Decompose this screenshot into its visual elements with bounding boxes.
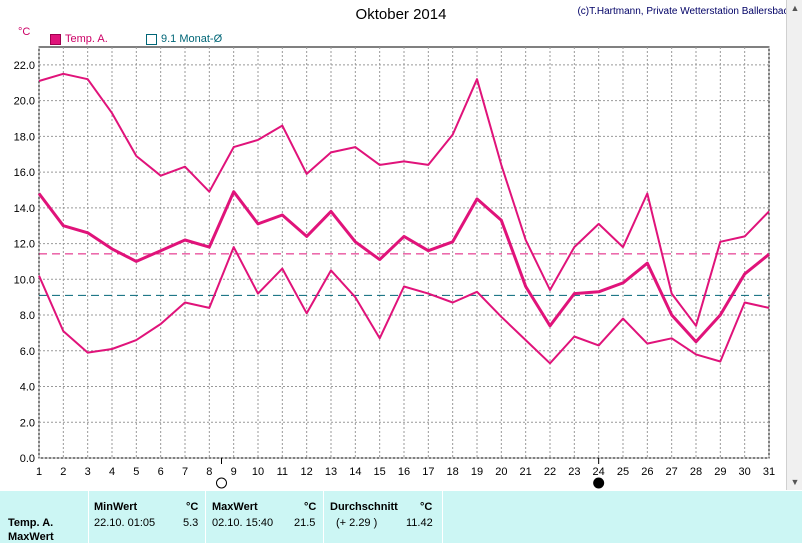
x-tick-label: 29 [714, 466, 726, 478]
y-axis-unit: °C [18, 26, 31, 38]
max-value: 21.5 [294, 517, 316, 529]
x-tick-label: 18 [447, 466, 459, 478]
x-tick-label: 13 [325, 466, 337, 478]
x-tick-label: 17 [422, 466, 434, 478]
min-unit: °C [186, 501, 199, 513]
x-tick-label: 25 [617, 466, 629, 478]
min-header: MinWert [94, 501, 138, 513]
series-line-avg [37, 190, 770, 344]
avg-unit: °C [420, 501, 433, 513]
scroll-up-icon[interactable]: ▲ [790, 3, 800, 13]
reference-lines [39, 253, 769, 296]
grid [38, 47, 770, 459]
series-line-max [38, 72, 770, 327]
y-tick-label: 0.0 [20, 453, 35, 465]
y-tick-label: 18.0 [14, 131, 35, 143]
series-line-min [38, 246, 770, 365]
y-tick-label: 10.0 [14, 274, 35, 286]
x-tick-label: 4 [109, 466, 115, 478]
legend-swatch-month-avg [146, 33, 157, 45]
avg-diff: (+ 2.29 ) [336, 517, 378, 529]
x-tick-label: 20 [495, 466, 507, 478]
legend-label-temp: Temp. A. [65, 33, 108, 45]
x-tick-label: 6 [158, 466, 164, 478]
row-label-maxwert: MaxWert [8, 531, 54, 543]
y-tick-label: 6.0 [20, 346, 35, 358]
x-tick-labels: 1 2 3 4 5 6 7 8 9 10 11 12 13 14 15 16 17 18 19 20 21 22 23 24 2… [36, 466, 775, 478]
x-tick-label: 30 [739, 466, 751, 478]
x-tick-label: 15 [374, 466, 386, 478]
chart-title: Oktober 2014 [355, 6, 447, 23]
x-tick-label: 28 [690, 466, 702, 478]
row-label-temp: Temp. A. [8, 517, 54, 529]
legend-entry-month-avg[interactable]: 9.1 Monat-Ø [146, 33, 222, 45]
scroll-down-icon[interactable]: ▼ [790, 477, 800, 487]
new-moon-icon [593, 477, 605, 489]
x-tick-label: 22 [544, 466, 556, 478]
x-tick-label: 21 [520, 466, 532, 478]
x-tick-label: 7 [182, 466, 188, 478]
legend-swatch-temp [50, 33, 61, 45]
x-tick-label: 19 [471, 466, 483, 478]
min-value: 5.3 [183, 517, 199, 529]
x-tick-label: 11 [277, 466, 288, 478]
x-tick-label: 1 [36, 466, 42, 478]
x-tick-label: 14 [349, 466, 361, 478]
x-tick-label: 16 [398, 466, 410, 478]
credit-text: (c)T.Hartmann, Private Wetterstation Bal… [577, 6, 794, 17]
avg-value: 11.42 [406, 517, 433, 529]
y-tick-label: 16.0 [14, 167, 35, 179]
min-date: 22.10. 01:05 [94, 517, 156, 529]
legend-entry-temp[interactable]: Temp. A. [50, 33, 108, 45]
y-tick-label: 12.0 [14, 239, 35, 251]
x-tick-label: 5 [133, 466, 139, 478]
y-tick-label: 8.0 [20, 310, 35, 322]
x-tick-label: 3 [85, 466, 91, 478]
x-tick-label: 26 [641, 466, 653, 478]
stats-table: Temp. A. MaxWert MinWert °C 22.10. 01:05… [0, 491, 802, 543]
max-header: MaxWert [212, 501, 258, 513]
y-tick-label: 4.0 [20, 382, 35, 394]
x-tick-label: 24 [593, 466, 605, 478]
x-tick-label: 9 [231, 466, 237, 478]
y-tick-label: 22.0 [14, 60, 35, 72]
y-tick-labels: 0.0 2.0 4.0 6.0 8.0 10.0 12.0 14.0 16.0 18.0 20.0 2… [14, 60, 35, 465]
vertical-scrollbar[interactable]: ▲ ▼ [786, 0, 802, 490]
max-unit: °C [304, 501, 317, 513]
y-tick-label: 20.0 [14, 96, 35, 108]
legend-label-month-avg: 9.1 Monat-Ø [161, 33, 223, 45]
max-date: 02.10. 15:40 [212, 517, 274, 529]
x-tick-label: 27 [666, 466, 678, 478]
x-tick-label: 2 [60, 466, 66, 478]
x-tick-label: 10 [252, 466, 264, 478]
x-tick-label: 12 [301, 466, 313, 478]
x-tick-label: 8 [206, 466, 212, 478]
temperature-chart: 0.0 2.0 4.0 6.0 8.0 10.0 12.0 14.0 16.0 18.0 20.0 2… [14, 46, 775, 489]
y-tick-label: 14.0 [14, 203, 35, 215]
avg-header: Durchschnitt [330, 501, 398, 513]
series-lines [37, 72, 770, 365]
x-tick-label: 23 [568, 466, 580, 478]
x-tick-label: 31 [763, 466, 775, 478]
y-tick-label: 2.0 [20, 417, 35, 429]
full-moon-icon [216, 477, 227, 489]
moon-phases [216, 458, 605, 489]
